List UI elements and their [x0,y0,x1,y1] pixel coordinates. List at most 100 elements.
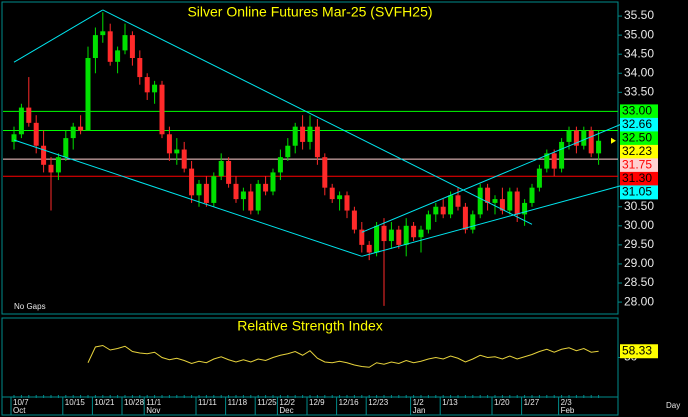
last-price-arrow [611,137,616,144]
y-tick-label: 35.00 [624,27,654,41]
candle-body [115,50,121,62]
level-label: 32.66 [622,117,652,131]
candle-body [129,35,135,59]
x-tick-label: 10/28 [124,398,145,407]
month-label: Nov [146,406,160,415]
y-tick-label: 33.50 [624,85,654,99]
trend-line [102,9,533,225]
candle-body [596,140,602,154]
candle-body [366,244,372,253]
candle-body [166,134,172,154]
candle-body [314,126,320,158]
candle-body [477,187,483,215]
candle-body [381,225,387,242]
month-label: Feb [561,406,575,415]
candle-body [63,138,69,158]
candle-body [374,225,380,253]
candle-body [492,199,498,203]
candle-body [263,183,269,192]
candle-body [18,107,24,135]
candle-body [203,183,209,203]
month-label: Oct [13,406,26,415]
level-label: 31.30 [622,171,652,185]
candle-body [189,168,195,196]
candle-body [300,126,306,142]
candle-body [285,145,291,158]
candle-body [78,126,84,131]
trend-line [361,123,621,233]
level-label: 32.50 [622,131,652,145]
candle-body [107,31,113,62]
candle-body [448,195,454,215]
candle-body [351,210,357,230]
candle-body [329,187,335,200]
rsi-line [87,344,599,368]
x-tick-label: 10/21 [94,398,115,407]
candle-body [396,229,402,245]
candle-body [211,176,217,203]
candle-body [322,157,328,188]
candle-body [70,126,76,139]
candle-body [218,160,224,177]
candle-body [226,160,232,184]
x-tick-label: 10/7 [13,398,29,407]
level-label-bg [620,104,658,119]
x-tick-label: 12/9 [309,398,325,407]
candle-body [499,199,505,211]
y-tick-label: 28.50 [624,275,654,289]
candle-body [529,187,535,203]
level-label-bg [620,171,658,186]
level-label: 31.05 [622,185,652,199]
candle-body [277,157,283,173]
candle-body [270,172,276,192]
x-tick-label: 10/15 [65,398,86,407]
candle-body [440,206,446,215]
candle-body [152,84,158,93]
y-tick-label: 34.00 [624,65,654,79]
candle-body [122,35,128,51]
x-tick-label: 1/2 [413,398,425,407]
candle-body [403,225,409,245]
candle-body [11,134,17,142]
x-tick-label: 12/2 [279,398,295,407]
candle-body [33,122,39,146]
x-tick-label: 12/23 [368,398,389,407]
chart-title: Silver Online Futures Mar-25 (SVFH25) [187,4,432,20]
candle-body [485,187,491,203]
trend-line [361,185,621,257]
y-tick-label: 29.00 [624,256,654,270]
x-axis-label: Day [666,401,680,410]
x-tick-label: 1/13 [442,398,458,407]
candle-body [388,229,394,242]
candle-body [48,164,54,173]
candle-body [55,157,61,173]
y-tick-label: 34.50 [624,46,654,60]
level-label: 33.00 [622,104,652,118]
x-tick-label: 1/20 [494,398,510,407]
price-panel [1,1,619,315]
candle-body [433,206,439,215]
candle-body [307,126,313,142]
candle-body [455,195,461,207]
y-tick-label: 30.00 [624,218,654,232]
y-tick-label: 28.00 [624,294,654,308]
x-tick-label: 11/1 [146,398,162,407]
x-tick-label: 1/27 [524,398,540,407]
level-label-bg [620,185,658,200]
candle-body [240,191,246,200]
candle-body [573,130,579,146]
candle-body [85,58,91,131]
candle-body [411,225,417,238]
level-label: 58.33 [622,343,652,357]
candle-body [507,191,513,211]
candle-body [144,77,150,93]
candle-body [425,214,431,230]
level-label-bg [620,158,658,173]
candle-body [514,191,520,215]
level-label-bg [620,144,658,159]
candle-body [292,126,298,146]
candle-body [248,191,254,211]
x-tick-label: 12/16 [339,398,360,407]
